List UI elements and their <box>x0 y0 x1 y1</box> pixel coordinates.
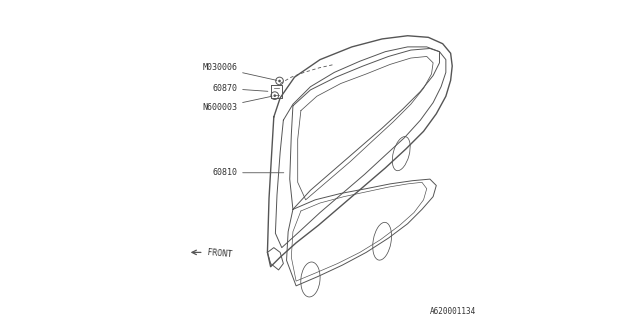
Text: M030006: M030006 <box>202 63 277 80</box>
Text: 60870: 60870 <box>212 84 268 93</box>
Circle shape <box>278 80 281 82</box>
Text: 60810: 60810 <box>212 168 284 177</box>
Text: N600003: N600003 <box>202 96 272 112</box>
Text: FRONT: FRONT <box>207 248 232 260</box>
Circle shape <box>273 94 276 97</box>
Text: A620001134: A620001134 <box>430 307 476 316</box>
